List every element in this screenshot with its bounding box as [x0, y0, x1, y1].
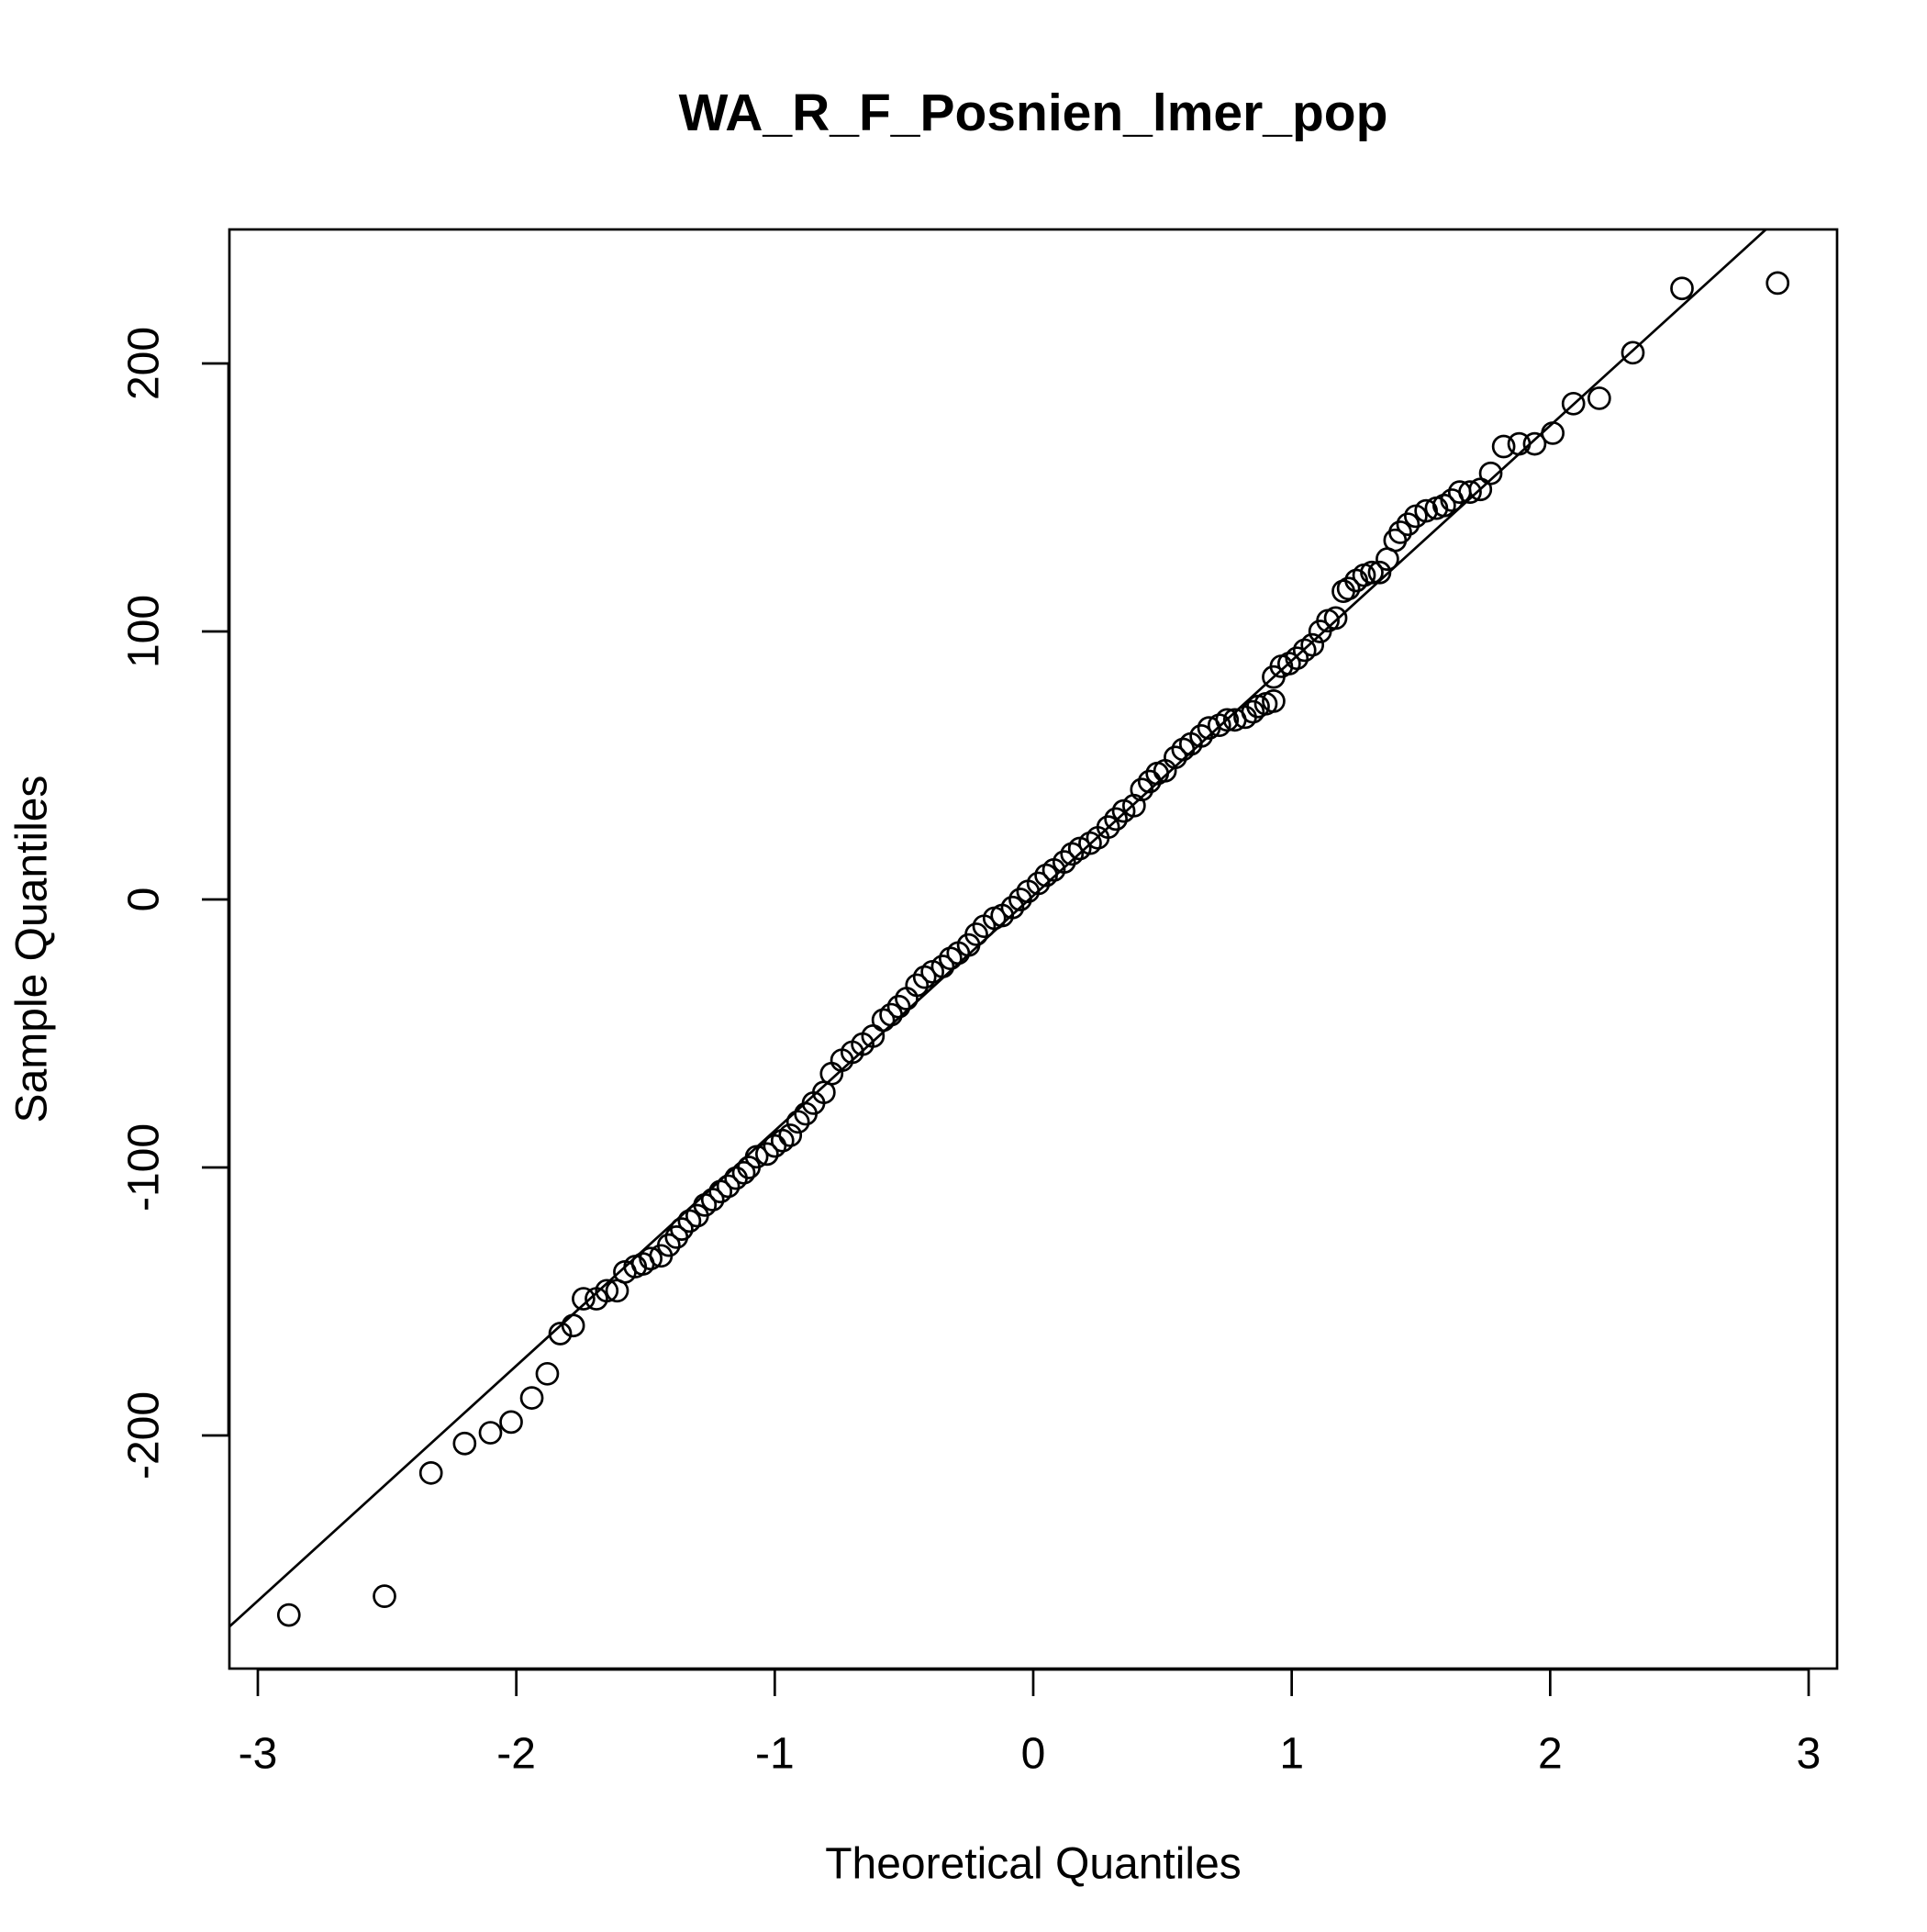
point — [905, 973, 930, 998]
reference-line — [229, 229, 1768, 1628]
x-tick-label: -3 — [239, 1730, 278, 1779]
point — [670, 1217, 694, 1241]
point — [744, 1145, 769, 1169]
point — [1336, 576, 1361, 601]
y-tick-label: 200 — [120, 327, 169, 400]
point — [1360, 560, 1384, 585]
point — [1189, 724, 1213, 748]
x-axis-label: Theoretical Quantiles — [825, 1840, 1242, 1889]
y-tick-label: 100 — [120, 595, 169, 668]
point — [1262, 689, 1286, 713]
point — [1241, 699, 1265, 724]
point — [731, 1160, 756, 1185]
point — [1414, 498, 1438, 523]
point — [595, 1279, 619, 1303]
point — [639, 1246, 663, 1271]
point — [886, 994, 911, 1019]
point — [1096, 815, 1120, 839]
point — [964, 922, 988, 946]
point — [1215, 708, 1240, 732]
point — [1561, 391, 1586, 416]
point — [1541, 421, 1565, 445]
point — [1507, 431, 1532, 456]
point — [373, 1584, 396, 1609]
x-tick-label: 3 — [1797, 1730, 1821, 1779]
point — [1008, 888, 1032, 911]
x-tick-label: 1 — [1279, 1730, 1304, 1779]
point — [656, 1233, 681, 1257]
point — [276, 1603, 301, 1627]
y-tick-label: 0 — [120, 888, 169, 912]
point — [716, 1174, 741, 1199]
y-tick-label: -100 — [120, 1123, 169, 1212]
point — [535, 1361, 560, 1386]
point — [1285, 646, 1309, 671]
point — [700, 1188, 725, 1212]
point — [1458, 480, 1482, 505]
point — [778, 1123, 803, 1147]
x-tick-label: -2 — [496, 1730, 536, 1779]
point — [1765, 271, 1790, 296]
point — [755, 1142, 779, 1167]
point — [499, 1410, 523, 1435]
y-axis-label: Sample Quantiles — [8, 776, 57, 1123]
point — [1621, 341, 1645, 365]
point — [1491, 434, 1516, 459]
point — [1137, 769, 1162, 794]
point — [1478, 461, 1503, 486]
point — [519, 1386, 544, 1410]
point — [561, 1313, 585, 1338]
point — [478, 1421, 503, 1445]
y-tick-label: -200 — [120, 1391, 169, 1480]
point — [1104, 807, 1128, 832]
point — [452, 1431, 477, 1456]
point — [1367, 560, 1392, 585]
x-tick-label: -1 — [755, 1730, 795, 1779]
point — [1000, 895, 1025, 920]
point — [1388, 520, 1412, 544]
point — [1130, 777, 1154, 802]
point — [1300, 632, 1325, 657]
point — [418, 1460, 443, 1485]
point — [1587, 386, 1611, 410]
point — [572, 1287, 596, 1311]
point — [1670, 276, 1694, 301]
x-tick-label: 2 — [1538, 1730, 1563, 1779]
point — [1396, 512, 1420, 537]
point — [879, 1002, 903, 1027]
plot-area — [229, 229, 1790, 1628]
point — [1153, 758, 1177, 783]
point — [1052, 850, 1076, 874]
point — [548, 1322, 573, 1346]
chart-title: WA_R_F_Posnien_lmer_pop — [679, 84, 1388, 142]
point — [1323, 606, 1348, 631]
point — [930, 955, 955, 978]
point — [785, 1110, 810, 1134]
point — [1026, 871, 1051, 896]
point — [1522, 431, 1547, 456]
x-tick-label: 0 — [1021, 1730, 1046, 1779]
point — [1164, 745, 1187, 770]
